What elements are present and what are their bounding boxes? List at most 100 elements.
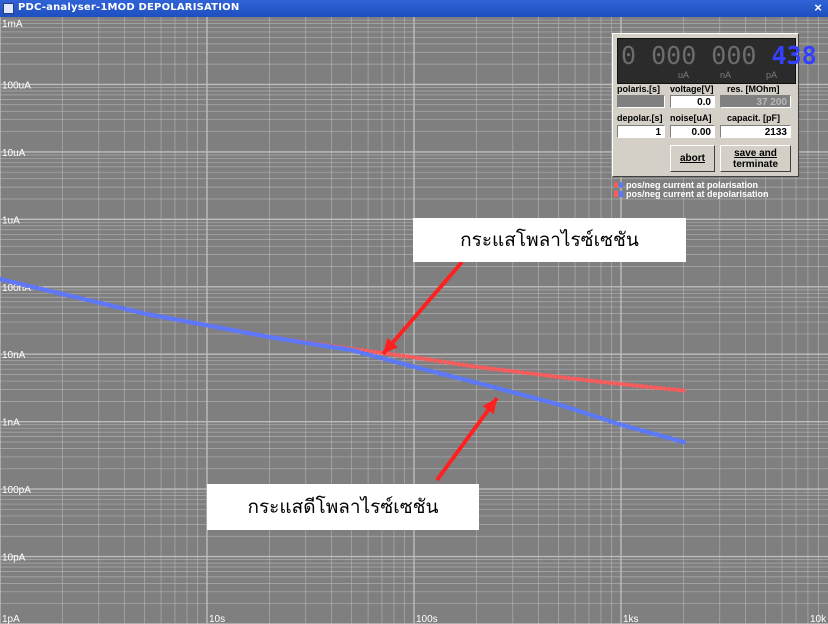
y-tick-label: 1pA	[2, 614, 20, 624]
depolarisation-point	[483, 382, 489, 388]
depolarisation-point	[112, 304, 117, 309]
polarisation-point	[492, 366, 498, 372]
depolarisation-point	[474, 380, 480, 385]
depolarisation-point	[428, 368, 434, 374]
polarisation-point	[437, 359, 443, 364]
depolarisation-point	[364, 352, 370, 357]
abort-button[interactable]: abort	[670, 145, 715, 172]
noise-field[interactable]: 0.00	[670, 125, 715, 138]
depolarisation-point	[277, 336, 282, 341]
polarisation-point	[603, 380, 608, 385]
polarisation-point	[552, 374, 558, 379]
depolarisation-point	[603, 417, 608, 422]
depolarisation-point	[387, 358, 393, 363]
depolarisation-point	[181, 318, 186, 324]
y-tick-label: 100pA	[2, 485, 31, 496]
y-tick-label: 10nA	[2, 350, 26, 361]
legend-marker-depolarisation-neg-icon	[619, 191, 623, 197]
depolarisation-point	[447, 373, 452, 378]
depolarisation-point	[75, 295, 81, 300]
polarisation-point	[511, 369, 516, 374]
polarisation-point	[396, 352, 402, 358]
depolarisation-point	[52, 290, 58, 295]
depolarisation-point	[245, 330, 250, 336]
depolarisation-point	[20, 282, 26, 287]
depolarisation-point	[153, 313, 159, 318]
depolarisation-point	[208, 323, 214, 329]
depolarisation-point	[89, 298, 94, 304]
polarisation-point	[598, 379, 604, 385]
polarisation-point	[548, 373, 553, 379]
polarisation-point	[621, 382, 626, 387]
depolarisation-point	[107, 303, 113, 308]
depolarisation-point	[29, 284, 35, 289]
depolarisation-point	[167, 316, 172, 321]
depolarisation-point	[327, 344, 333, 349]
depolarisation-point	[217, 325, 223, 330]
depolarisation-point	[323, 343, 328, 349]
depolarisation-point	[130, 308, 136, 314]
current-digits-pa: 438	[771, 41, 817, 70]
depolarisation-point	[204, 322, 209, 328]
depolarisation-point	[117, 305, 122, 310]
polarisation-point	[433, 358, 438, 363]
unit-na: nA	[720, 70, 732, 80]
polarisation-point	[543, 373, 549, 378]
polarisation-point	[387, 351, 393, 357]
depolarisation-point	[433, 370, 438, 375]
depolarisation-point	[240, 329, 246, 335]
depolarisation-point	[621, 423, 626, 428]
depolarisation-point	[355, 349, 360, 354]
polarisation-point	[373, 349, 379, 355]
x-tick-label: 100s	[416, 614, 438, 624]
depolarisation-point	[149, 312, 154, 318]
depolarisation-point	[282, 337, 287, 342]
depolarisation-point	[566, 405, 571, 410]
title-bar[interactable]: PDC-analyser-1MOD DEPOLARISATION ×	[0, 0, 828, 17]
depolarisation-point	[62, 292, 67, 297]
depolarisation-point	[11, 280, 16, 285]
polarisation-point	[520, 370, 526, 375]
y-tick-label: 10pA	[2, 553, 26, 564]
depolarisation-point	[341, 346, 347, 352]
polarisation-point	[410, 354, 416, 360]
depolarisation-point	[584, 411, 590, 416]
depolarisation-point	[451, 374, 457, 380]
polarisation-point	[415, 355, 420, 361]
voltage-field[interactable]: 0.0	[670, 95, 715, 108]
depolarisation-point	[250, 331, 255, 336]
depolarisation-point	[39, 286, 44, 292]
capacit-field[interactable]: 2133	[720, 125, 791, 138]
depolarisation-point	[520, 392, 526, 398]
polarisation-point	[497, 367, 503, 373]
polaris-field[interactable]: 0	[617, 95, 665, 108]
depolar-field[interactable]: 1	[617, 125, 665, 138]
polarisation-point	[401, 353, 406, 359]
y-tick-label: 1nA	[2, 418, 20, 429]
depolarisation-point	[222, 326, 227, 331]
x-tick-label: 1ks	[623, 614, 639, 624]
depolarisation-point	[121, 306, 127, 311]
depolarisation-point	[346, 347, 351, 352]
close-icon[interactable]: ×	[814, 0, 822, 15]
depolarisation-point	[593, 414, 599, 419]
depolarisation-point	[80, 296, 85, 301]
polarisation-point	[405, 354, 411, 359]
depolarisation-point	[612, 420, 617, 425]
polarisation-point	[630, 383, 636, 388]
save-terminate-button[interactable]: save and terminate	[720, 145, 791, 172]
polarisation-point	[662, 386, 668, 391]
depolarisation-point	[176, 317, 182, 323]
depolarisation-point	[94, 299, 99, 305]
depolarisation-point	[442, 372, 448, 377]
depolarisation-point	[139, 310, 145, 316]
depolarisation-point	[561, 404, 567, 409]
polarisation-point	[593, 378, 599, 384]
depolar-label: depolar.[s]	[617, 113, 663, 123]
depolarisation-point	[66, 293, 71, 298]
depolarisation-point	[405, 363, 411, 368]
legend-item-depolarisation: pos/neg current at depolarisation	[614, 190, 769, 199]
depolarisation-point	[392, 359, 397, 364]
window-title: PDC-analyser-1MOD DEPOLARISATION	[18, 2, 240, 13]
depolarisation-point	[350, 348, 356, 353]
